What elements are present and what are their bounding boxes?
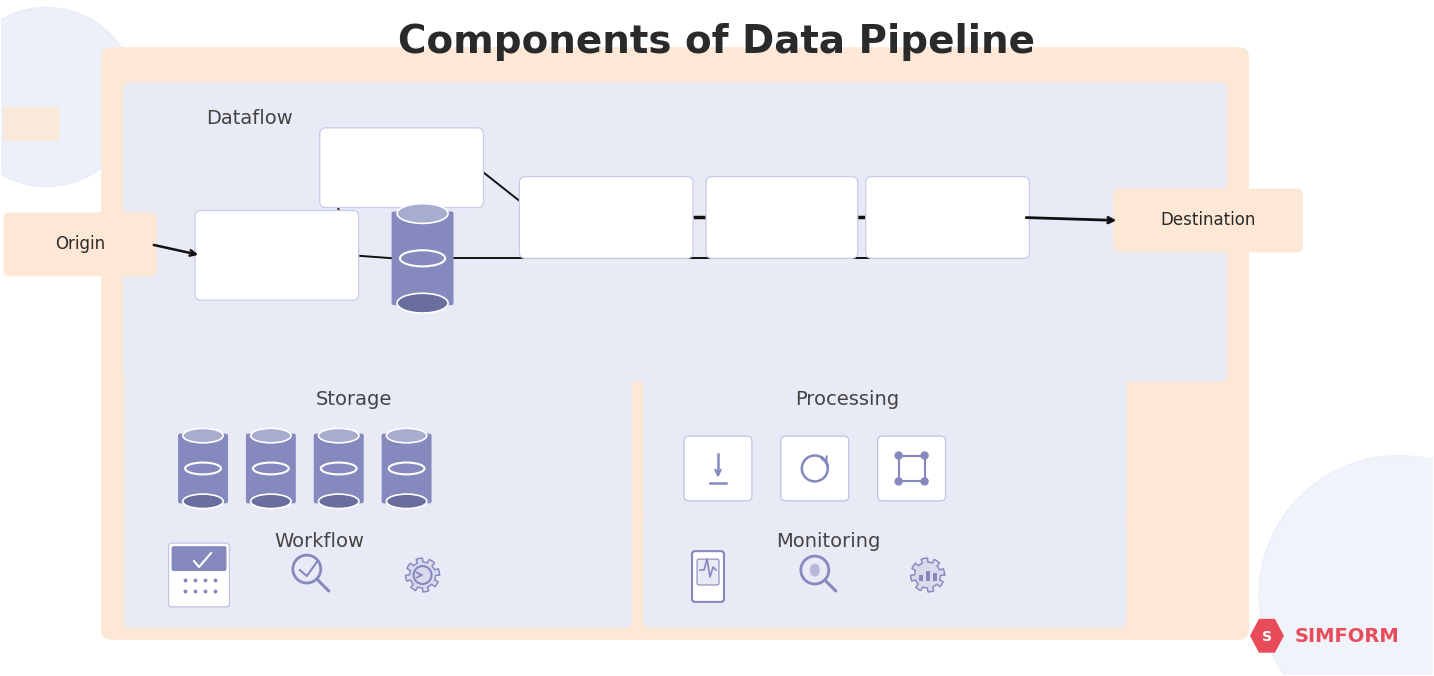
Polygon shape (1250, 619, 1283, 653)
Ellipse shape (810, 564, 820, 577)
Text: Workflow: Workflow (274, 531, 364, 551)
Polygon shape (911, 558, 945, 592)
FancyBboxPatch shape (178, 433, 228, 504)
FancyBboxPatch shape (3, 212, 158, 276)
Ellipse shape (318, 494, 358, 508)
FancyBboxPatch shape (697, 559, 718, 585)
Circle shape (1259, 456, 1434, 676)
Text: Origin: Origin (54, 235, 105, 254)
FancyBboxPatch shape (195, 210, 358, 300)
FancyBboxPatch shape (878, 436, 945, 501)
Ellipse shape (397, 203, 447, 223)
Text: Components of Data Pipeline: Components of Data Pipeline (399, 23, 1035, 62)
Ellipse shape (182, 494, 224, 508)
FancyBboxPatch shape (172, 546, 227, 571)
Ellipse shape (318, 429, 358, 443)
FancyBboxPatch shape (125, 516, 632, 628)
FancyBboxPatch shape (866, 176, 1030, 258)
Text: SIMFORM: SIMFORM (1295, 627, 1400, 646)
FancyBboxPatch shape (684, 436, 751, 501)
FancyBboxPatch shape (642, 516, 1126, 628)
FancyBboxPatch shape (3, 107, 59, 141)
Text: Processing: Processing (794, 390, 899, 409)
Ellipse shape (386, 429, 427, 443)
Circle shape (921, 452, 928, 459)
Circle shape (895, 452, 902, 459)
FancyBboxPatch shape (693, 551, 724, 602)
FancyBboxPatch shape (320, 128, 483, 208)
Circle shape (895, 478, 902, 485)
Text: Destination: Destination (1160, 212, 1256, 229)
Ellipse shape (251, 494, 291, 508)
Text: Storage: Storage (315, 390, 391, 409)
FancyBboxPatch shape (1113, 189, 1304, 252)
Bar (932, 573, 936, 581)
Text: S: S (1262, 630, 1272, 644)
Polygon shape (406, 558, 440, 592)
Ellipse shape (182, 429, 224, 443)
FancyBboxPatch shape (123, 82, 1228, 382)
Bar (925, 571, 929, 581)
Circle shape (921, 478, 928, 485)
FancyBboxPatch shape (782, 436, 849, 501)
FancyBboxPatch shape (391, 212, 453, 305)
Ellipse shape (386, 494, 427, 508)
Ellipse shape (397, 293, 447, 313)
Ellipse shape (251, 429, 291, 443)
Bar (919, 575, 922, 581)
FancyBboxPatch shape (169, 543, 229, 607)
Text: Dataflow: Dataflow (206, 110, 293, 128)
FancyBboxPatch shape (706, 176, 858, 258)
FancyBboxPatch shape (642, 377, 1126, 523)
FancyBboxPatch shape (314, 433, 364, 504)
FancyBboxPatch shape (245, 433, 295, 504)
FancyBboxPatch shape (381, 433, 432, 504)
Text: Monitoring: Monitoring (776, 531, 880, 551)
FancyBboxPatch shape (102, 47, 1249, 639)
Circle shape (0, 7, 136, 187)
FancyBboxPatch shape (519, 176, 693, 258)
FancyBboxPatch shape (125, 377, 632, 523)
